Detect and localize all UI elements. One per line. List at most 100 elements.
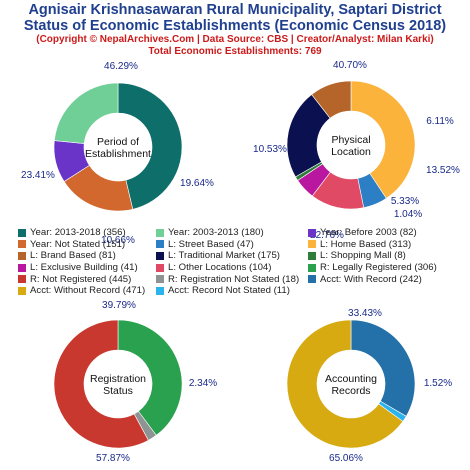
- slice-acct-record-not-stated: [378, 400, 407, 422]
- donut-hole: [84, 113, 152, 181]
- slice-year-2013-2018: [117, 82, 183, 210]
- legend-item: L: Exclusive Building (41): [18, 262, 156, 274]
- center-label: Records: [331, 385, 370, 397]
- legend-label: L: Home Based (313): [320, 238, 412, 250]
- slice-l-street-based: [357, 172, 387, 209]
- slice-l-traditional-market: [286, 94, 331, 178]
- percent-label-year-2003-2013: 23.41%: [21, 170, 55, 181]
- percent-label-l-other-locations: 13.52%: [426, 165, 460, 176]
- legend-item: R: Not Registered (445): [18, 273, 156, 285]
- legend-row: R: Not Registered (445) R: Registration N…: [18, 273, 468, 285]
- slice-year-2003-2013: [53, 82, 119, 144]
- legend-item: L: Traditional Market (175): [156, 250, 308, 262]
- legend-label: L: Exclusive Building (41): [30, 262, 138, 274]
- percent-label-year-2013-2018: 46.29%: [104, 61, 138, 72]
- donut-hole: [317, 111, 385, 179]
- legend-swatch: [156, 275, 164, 284]
- percent-label-l-street-based: 6.11%: [426, 116, 454, 127]
- center-label: Location: [331, 146, 371, 158]
- legend-item: Year: Not Stated (151): [18, 239, 156, 251]
- legend-swatch: [18, 240, 26, 249]
- donut-hole: [317, 350, 385, 418]
- legend-row: L: Brand Based (81) L: Traditional Market…: [18, 250, 468, 262]
- legend-label: L: Shopping Mall (8): [320, 250, 406, 262]
- legend-swatch: [18, 263, 26, 272]
- slice-l-shopping-mall: [295, 161, 324, 181]
- percent-label-l-exclusive-building: 5.33%: [391, 196, 419, 207]
- legend-label: R: Registration Not Stated (18): [168, 273, 300, 285]
- percent-label-year-not-stated: 19.64%: [180, 178, 214, 189]
- donut-chart-1: Period ofEstablishment46.29%19.64%10.66%…: [21, 61, 214, 246]
- legend-label: R: Not Registered (445): [30, 273, 132, 285]
- percent-label-r-registration-not-stated: 2.34%: [189, 378, 217, 389]
- legend-swatch: [308, 228, 316, 237]
- legend-item: L: Brand Based (81): [18, 250, 156, 262]
- legend-label: Acct: With Record (242): [320, 273, 422, 285]
- center-label: Establishment: [85, 148, 151, 160]
- percent-label-acct-with-record: 33.43%: [348, 308, 382, 319]
- legend: Year: 2013-2018 (356) Year: 2003-2013 (18…: [18, 227, 468, 297]
- legend-row: Year: Not Stated (151) L: Street Based (4…: [18, 239, 468, 251]
- legend-label: Acct: Record Not Stated (11): [168, 285, 290, 297]
- legend-item: L: Home Based (313): [308, 239, 468, 251]
- percent-label-r-not-registered: 57.87%: [96, 453, 130, 464]
- slice-l-other-locations: [311, 171, 365, 210]
- slice-l-exclusive-building: [297, 163, 331, 197]
- legend-item: Year: 2003-2013 (180): [156, 227, 308, 239]
- legend-row: L: Exclusive Building (41) L: Other Locat…: [18, 262, 468, 274]
- legend-label: R: Legally Registered (306): [320, 262, 437, 274]
- legend-item: L: Other Locations (104): [156, 262, 308, 274]
- center-label: Accounting: [325, 373, 377, 385]
- slice-l-brand-based: [311, 80, 352, 119]
- percent-label-l-shopping-mall: 1.04%: [394, 209, 422, 220]
- legend-label: L: Traditional Market (175): [168, 250, 280, 262]
- legend-label: L: Brand Based (81): [30, 250, 116, 262]
- legend-label: Year: Before 2003 (82): [320, 227, 417, 239]
- slice-r-not-registered: [53, 319, 149, 449]
- legend-item: Year: Before 2003 (82): [308, 227, 468, 239]
- percent-label-l-home-based: 40.70%: [333, 60, 367, 71]
- slice-year-before-2003: [53, 140, 90, 182]
- title-line-2: Status of Economic Establishments (Econo…: [23, 18, 447, 34]
- percent-label-acct-without-record: 65.06%: [329, 453, 363, 464]
- legend-row: Acct: Without Record (471) Acct: Record N…: [18, 285, 468, 297]
- slice-acct-with-record: [350, 319, 416, 417]
- legend-swatch: [308, 275, 316, 284]
- slice-l-home-based: [350, 80, 416, 199]
- percent-label-r-legally-registered: 39.79%: [102, 300, 136, 311]
- legend-label: Year: 2013-2018 (356): [30, 227, 126, 239]
- percent-label-acct-record-not-stated: 1.52%: [424, 378, 452, 389]
- legend-item: Acct: With Record (242): [308, 273, 468, 285]
- legend-label: L: Other Locations (104): [168, 262, 272, 274]
- legend-swatch: [308, 251, 316, 260]
- legend-swatch: [156, 286, 164, 295]
- legend-label: L: Street Based (47): [168, 238, 254, 250]
- legend-label: Year: 2003-2013 (180): [168, 227, 264, 239]
- legend-swatch: [308, 263, 316, 272]
- center-label: Status: [103, 385, 133, 397]
- legend-label: Year: Not Stated (151): [30, 238, 126, 250]
- percent-label-l-brand-based: 10.53%: [253, 144, 287, 155]
- center-label: Period of: [97, 136, 139, 148]
- title-line-1: Agnisair Krishnasawaran Rural Municipali…: [28, 2, 442, 18]
- legend-item: R: Legally Registered (306): [308, 262, 468, 274]
- legend-swatch: [308, 240, 316, 249]
- legend-swatch: [156, 263, 164, 272]
- legend-swatch: [156, 240, 164, 249]
- center-label: Registration: [90, 373, 146, 385]
- legend-item: L: Shopping Mall (8): [308, 250, 468, 262]
- slice-year-not-stated: [63, 164, 134, 212]
- legend-swatch: [18, 275, 26, 284]
- legend-swatch: [156, 251, 164, 260]
- legend-item: Acct: Record Not Stated (11): [156, 285, 308, 297]
- legend-item: Year: 2013-2018 (356): [18, 227, 156, 239]
- copyright-line: (Copyright © NepalArchives.Com | Data So…: [36, 34, 434, 45]
- chart-header: Agnisair Krishnasawaran Rural Municipali…: [0, 2, 470, 58]
- total-line: Total Economic Establishments: 769: [148, 46, 322, 57]
- legend-label: Acct: Without Record (471): [30, 285, 146, 297]
- legend-swatch: [18, 251, 26, 260]
- legend-item: L: Street Based (47): [156, 239, 308, 251]
